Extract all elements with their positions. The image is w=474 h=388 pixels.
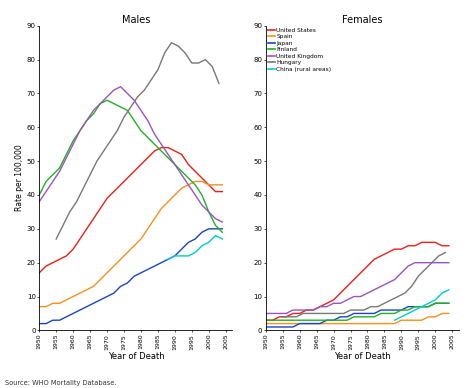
Text: Source: WHO Mortality Database.: Source: WHO Mortality Database. [5, 380, 116, 386]
Title: Males: Males [122, 15, 150, 25]
Legend: United States, Spain, Japan, Finland, United Kingdom, Hungary, China (rural area: United States, Spain, Japan, Finland, Un… [267, 27, 332, 73]
X-axis label: Year of Death: Year of Death [334, 352, 391, 361]
X-axis label: Year of Death: Year of Death [108, 352, 164, 361]
Title: Females: Females [342, 15, 383, 25]
Y-axis label: Rate per 100,000: Rate per 100,000 [15, 145, 24, 211]
